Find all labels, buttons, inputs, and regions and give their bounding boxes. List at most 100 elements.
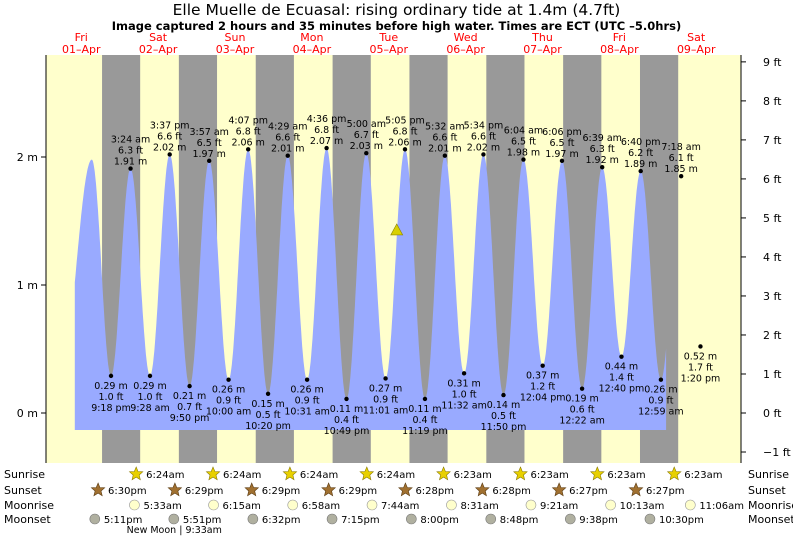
- extreme-dot: [147, 373, 153, 379]
- sunset-icon: [628, 482, 644, 497]
- extreme-height-m: 1.98 m: [507, 148, 540, 159]
- sunrise-time: 6:23am: [530, 470, 568, 481]
- extreme-time: 5:34 pm: [464, 120, 504, 131]
- extreme-height-m: 2.01 m: [271, 144, 304, 155]
- extreme-dot: [422, 396, 428, 402]
- right-tick-label: 2 ft: [763, 329, 782, 342]
- extreme-height-m: 1.89 m: [624, 159, 657, 170]
- day-of-week-label: Mon: [300, 31, 323, 44]
- extreme-dot: [638, 168, 643, 174]
- extreme-height-m: 0.27 m: [369, 383, 402, 394]
- extreme-time: 3:24 am: [111, 135, 150, 146]
- moonset-icon: [485, 513, 497, 525]
- extreme-height-ft: 0.7 ft: [177, 402, 202, 413]
- sunset-time: 6:28pm: [492, 486, 531, 497]
- extreme-time: 3:37 pm: [150, 120, 190, 131]
- extreme-height-m: 0.26 m: [290, 385, 323, 396]
- right-tick-label: −1 ft: [763, 446, 791, 459]
- moonrise-row-label-left: Moonrise: [4, 499, 54, 512]
- sunset-icon: [244, 482, 260, 497]
- extreme-height-ft: 1.7 ft: [688, 362, 713, 373]
- moonset-icon: [168, 513, 180, 525]
- moonrise-time: 8:31am: [460, 501, 498, 512]
- extreme-height-ft: 6.2 ft: [628, 148, 653, 159]
- extreme-height-ft: 6.1 ft: [669, 153, 694, 164]
- extreme-height-ft: 6.8 ft: [314, 125, 339, 136]
- extreme-height-m: 0.44 m: [605, 362, 638, 373]
- extreme-height-ft: 6.7 ft: [354, 130, 379, 141]
- sunset-time: 6:30pm: [108, 486, 147, 497]
- day-of-week-label: Thu: [531, 31, 553, 44]
- sunset-icon: [90, 482, 106, 497]
- tide-curve: [74, 148, 667, 430]
- sunrise-time: 6:23am: [684, 470, 722, 481]
- moonrise-time: 6:58am: [302, 501, 340, 512]
- moonset-row-label-right: Moonset: [748, 513, 793, 526]
- extreme-time: 6:40 pm: [621, 137, 661, 148]
- extreme-height-ft: 6.5 ft: [197, 138, 222, 149]
- day-of-week-label: Fri: [75, 31, 88, 44]
- sunrise-row-label-right: Sunrise: [748, 468, 789, 481]
- moonset-icon: [644, 513, 656, 525]
- day-labels: Fri01–AprSat02–AprSun03–AprMon04–AprTue0…: [62, 31, 716, 56]
- extreme-time: 4:29 am: [268, 122, 307, 133]
- extreme-dot: [167, 152, 172, 157]
- extreme-time: 10:20 pm: [245, 421, 291, 432]
- day-of-week-label: Sun: [225, 31, 246, 44]
- extreme-dot: [461, 371, 467, 376]
- extreme-height-m: 0.37 m: [526, 371, 559, 382]
- extreme-dot: [245, 147, 251, 152]
- date-label: 08–Apr: [600, 43, 639, 56]
- right-tick-label: 3 ft: [763, 290, 782, 303]
- moonset-time: 10:30pm: [659, 515, 704, 526]
- moonset-icon: [565, 513, 576, 525]
- new-moon-label: New Moon | 9:33am: [127, 525, 222, 536]
- sunset-time: 6:29pm: [185, 486, 224, 497]
- extreme-time: 5:05 pm: [385, 115, 425, 126]
- extreme-height-m: 2.03 m: [350, 141, 383, 152]
- extreme-time: 10:49 pm: [324, 426, 370, 437]
- sunset-row-label-right: Sunset: [748, 484, 786, 497]
- moonset-time: 5:11pm: [104, 515, 143, 526]
- extreme-height-ft: 0.5 ft: [256, 410, 281, 421]
- moonrise-row-label-right: Moonrise: [748, 499, 793, 512]
- extreme-height-ft: 1.2 ft: [530, 382, 555, 393]
- day-of-week-label: Tue: [378, 31, 398, 44]
- extreme-time: 6:06 pm: [542, 127, 582, 138]
- extreme-dot: [579, 386, 585, 391]
- day-of-week-label: Sat: [149, 31, 168, 44]
- extreme-time: 9:28 am: [130, 403, 169, 414]
- sunrise-time: 6:24am: [377, 470, 415, 481]
- extreme-time: 12:04 pm: [520, 393, 566, 404]
- axes: 0 m 1 m 2 m −1 ft 0 ft 1 ft 2 ft 3 ft 4 ft 5 ft 6 …: [17, 55, 791, 463]
- day-of-week-label: Sat: [687, 31, 706, 44]
- moonrise-icon: [129, 499, 140, 511]
- extreme-time: 10:31 am: [284, 407, 329, 418]
- extreme-height-ft: 6.6 ft: [275, 133, 300, 144]
- extreme-time: 1:20 pm: [681, 373, 721, 384]
- sunset-icon: [167, 482, 183, 497]
- right-tick-label: 5 ft: [763, 212, 782, 225]
- extreme-dot: [206, 158, 212, 164]
- sunrise-icon: [205, 466, 221, 481]
- moonrise-icon: [525, 499, 537, 511]
- extreme-height-m: 0.26 m: [212, 385, 245, 396]
- date-label: 06–Apr: [446, 43, 485, 56]
- sunrise-time: 6:24am: [300, 470, 338, 481]
- sunset-time: 6:27pm: [646, 486, 685, 497]
- extreme-dot: [619, 354, 624, 359]
- sunrise-icon: [589, 466, 605, 481]
- moonrise-icon: [287, 499, 299, 511]
- extreme-height-ft: 0.9 ft: [648, 396, 673, 407]
- date-label: 09–Apr: [677, 43, 716, 56]
- extreme-height-m: 0.52 m: [684, 351, 717, 362]
- extreme-height-ft: 0.9 ft: [295, 396, 320, 407]
- moonset-time: 8:48pm: [500, 515, 539, 526]
- extreme-time: 12:22 am: [559, 416, 604, 427]
- tide-area: [74, 148, 667, 430]
- extreme-height-ft: 0.4 ft: [412, 415, 437, 426]
- extreme-height-m: 1.97 m: [545, 149, 578, 160]
- sunrise-row-label-left: Sunrise: [4, 468, 45, 481]
- extreme-height-ft: 6.6 ft: [157, 131, 182, 142]
